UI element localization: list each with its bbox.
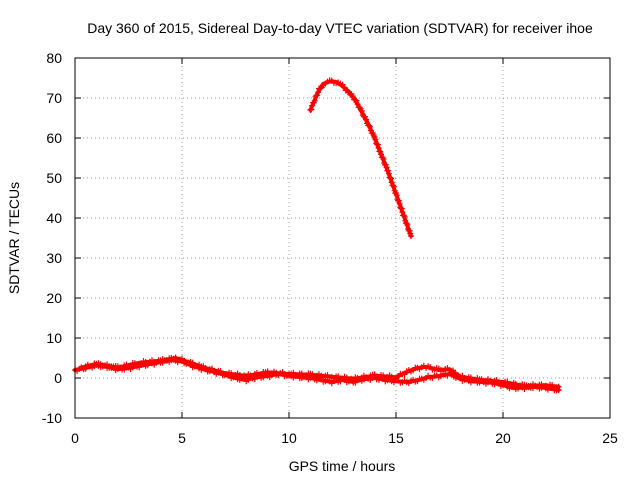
data-point (341, 84, 348, 91)
y-axis-label: SDTVAR / TECUs (6, 182, 22, 294)
data-point (366, 122, 373, 129)
data-point (395, 197, 402, 204)
x-tick-label: 25 (602, 430, 618, 446)
data-point (385, 167, 392, 174)
data-point (380, 155, 387, 162)
x-tick-label: 0 (71, 430, 79, 446)
data-point (374, 141, 381, 148)
series-high-track (307, 77, 414, 239)
data-point (353, 97, 360, 104)
data-point (401, 371, 408, 378)
x-axis-label: GPS time / hours (289, 458, 396, 474)
data-point (393, 192, 400, 199)
data-point (388, 175, 394, 182)
data-point (358, 108, 365, 114)
y-tick-label: 30 (46, 250, 62, 266)
data-point (385, 170, 392, 177)
data-point (372, 136, 379, 143)
x-tick-label: 15 (388, 430, 404, 446)
data-point (406, 227, 413, 234)
data-point (349, 93, 356, 100)
x-tick-label: 10 (281, 430, 297, 446)
data-point (383, 164, 390, 171)
ticks-layer: 0 5 10 15 20 25 -10 0 10 20 30 40 50 60 70 80 (42, 50, 618, 446)
data-point (408, 233, 414, 239)
y-tick-label: 40 (46, 210, 62, 226)
data-point (308, 106, 315, 113)
y-tick-label: 10 (46, 330, 62, 346)
data-point (315, 89, 322, 96)
data-point (363, 116, 369, 123)
data-point (377, 148, 384, 155)
data-point (354, 101, 361, 108)
data-layer (72, 77, 562, 394)
y-tick-label: 70 (46, 90, 62, 106)
data-point (314, 92, 321, 99)
y-tick-label: 80 (46, 50, 62, 66)
x-tick-label: 5 (178, 430, 186, 446)
x-tick-label: 20 (495, 430, 511, 446)
plot-frame (74, 57, 611, 419)
data-point (375, 145, 382, 151)
series-low-track-upper-band (78, 354, 562, 391)
data-point (401, 213, 408, 220)
data-point (362, 113, 368, 120)
data-point (387, 174, 394, 181)
data-point (400, 212, 407, 219)
y-tick-label: 50 (46, 170, 62, 186)
y-tick-label: 20 (46, 290, 62, 306)
data-point (311, 97, 318, 104)
data-point (390, 183, 397, 190)
data-point (555, 383, 562, 390)
data-point (399, 209, 406, 216)
chart-title: Day 360 of 2015, Sidereal Day-to-day VTE… (87, 20, 593, 36)
y-tick-label: -10 (42, 410, 62, 426)
data-point (396, 200, 403, 207)
data-point (404, 221, 411, 228)
data-point (398, 205, 405, 212)
y-tick-label: 0 (54, 370, 62, 386)
data-point (367, 123, 373, 130)
y-tick-label: 60 (46, 130, 62, 146)
